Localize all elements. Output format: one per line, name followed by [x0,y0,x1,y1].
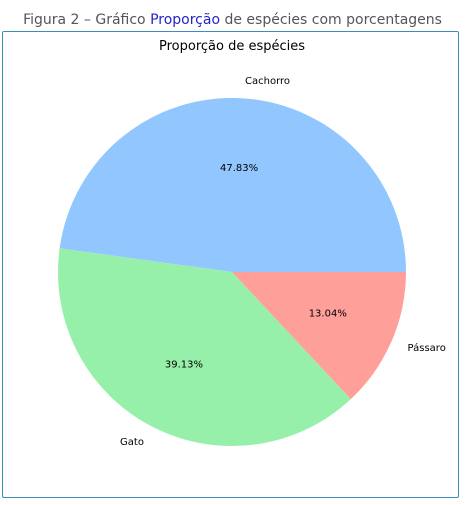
slice-label-cachorro: Cachorro [245,76,290,87]
pie-slice-cachorro [59,97,407,272]
slice-percent-gato: 39.13% [165,360,203,371]
chart-title: Proporção de espécies [159,39,305,54]
pie-labels: Cachorro 47.83% Gato 39.13% Pássaro 13.04% [120,76,446,448]
pie-slices [57,97,407,447]
pie-slice-gato [57,248,351,447]
slice-label-gato: Gato [120,437,144,448]
caption-highlight: Proporção [150,12,221,28]
slice-percent-cachorro: 47.83% [220,163,258,174]
slice-percent-passaro: 13.04% [309,309,347,320]
caption-prefix: Figura 2 – Gráfico [23,12,151,28]
slice-label-passaro: Pássaro [408,342,446,354]
figure-caption: Figura 2 – Gráfico Proporção de espécies… [0,11,465,29]
caption-suffix: de espécies com porcentagens [220,12,442,28]
pie-slice-passaro [232,272,406,400]
